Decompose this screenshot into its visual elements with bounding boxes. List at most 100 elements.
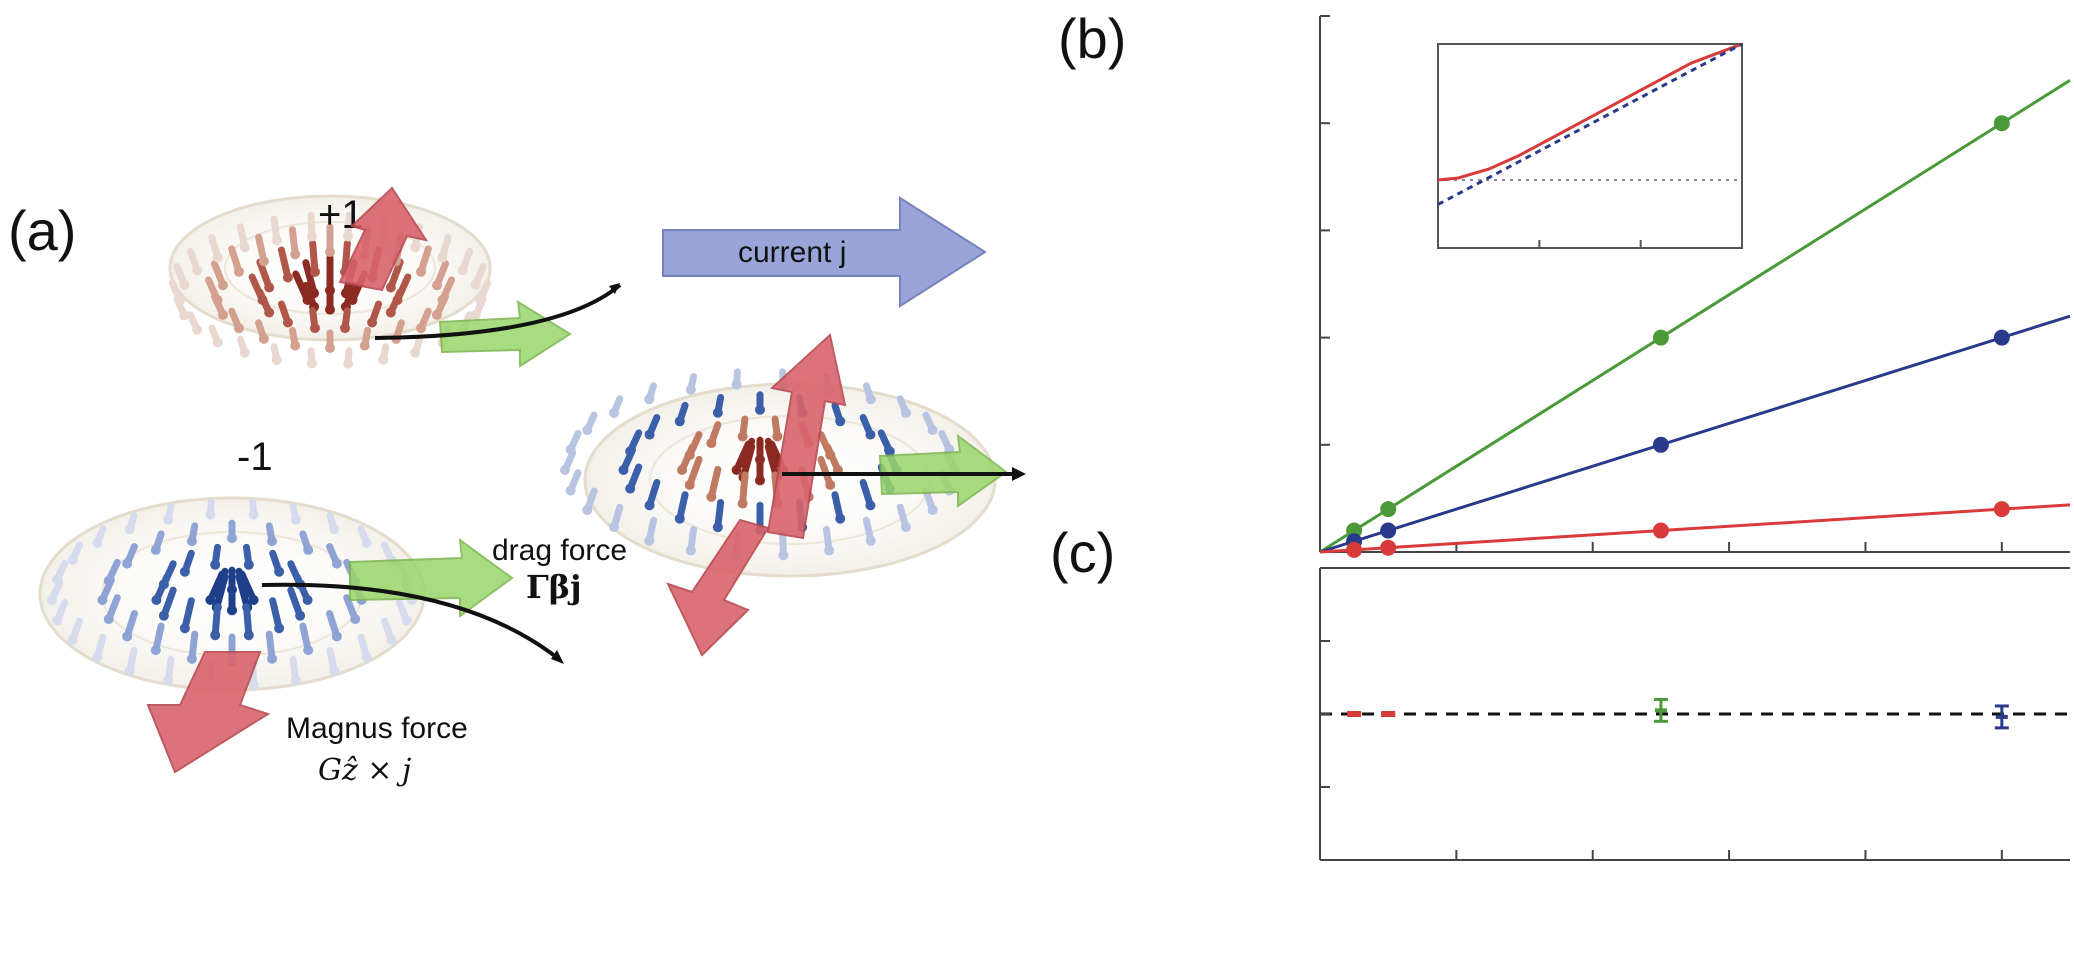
spin-base	[309, 323, 320, 334]
spin-base	[227, 533, 237, 544]
inset-series-line	[1437, 42, 1743, 182]
spin-base	[233, 266, 244, 277]
spin-base	[331, 631, 342, 642]
spin-base	[67, 634, 78, 645]
drag-force-formula: Γβj	[526, 568, 582, 606]
spin-base	[755, 404, 765, 415]
panel-a-label: (a)	[8, 199, 76, 262]
spin-base	[565, 444, 576, 455]
spin-base	[122, 558, 133, 569]
magnus-up-arrow-pair	[766, 333, 847, 540]
spin-base	[825, 450, 836, 461]
spin-base	[340, 323, 351, 334]
spin-base	[778, 550, 789, 561]
chart-b-data-point	[1993, 329, 2010, 346]
spin-base	[267, 536, 278, 547]
chart-b-fit-line	[1319, 314, 2071, 554]
spin-base	[192, 265, 203, 276]
spin-base	[218, 309, 229, 320]
chart-b-velocity-parallel	[1319, 15, 2071, 558]
spin-base	[239, 347, 250, 358]
panel-a-schematic: (a) +1 -1 current	[8, 186, 1026, 788]
spin-base	[186, 653, 197, 664]
spin-base	[644, 429, 655, 440]
spin-base	[361, 652, 372, 663]
chart-b-data-point	[1652, 329, 1669, 346]
spin-base	[431, 309, 442, 320]
panel-b-label: (b)	[1058, 7, 1126, 70]
spin-base	[210, 630, 221, 641]
spin-base	[410, 242, 421, 253]
chart-b-data-point	[1993, 115, 2010, 132]
spin-base	[582, 425, 593, 436]
spin-base	[644, 500, 655, 511]
spin-base	[343, 358, 354, 369]
spin-base	[295, 610, 306, 621]
spin-base	[258, 333, 269, 344]
spin-base	[158, 579, 169, 590]
spin-base	[302, 595, 313, 605]
spin-base	[731, 465, 742, 475]
spin-base	[644, 394, 655, 405]
spin-base	[192, 324, 203, 335]
spin-base	[248, 595, 259, 605]
spin-base	[150, 544, 161, 555]
spin-base	[290, 675, 301, 686]
current-arrow[interactable]: current j	[662, 196, 987, 308]
spin-base	[274, 623, 285, 634]
spin-base	[416, 323, 427, 334]
spin-base	[865, 394, 876, 405]
spin-base	[227, 584, 237, 595]
chart-b-data-point	[1346, 541, 1363, 558]
spin-base	[712, 522, 723, 533]
spin-base	[151, 595, 162, 605]
spin-base	[325, 285, 335, 296]
spin-base	[359, 340, 370, 351]
spin-base	[179, 566, 190, 577]
spin-base	[258, 256, 269, 267]
spin-base	[835, 513, 846, 524]
magnus-force-formula: Gẑ × j	[318, 753, 411, 788]
spin-base	[52, 615, 63, 626]
spin-base	[361, 537, 372, 548]
spin-base	[124, 665, 135, 676]
chart-b-inset-trajectory	[1437, 42, 1743, 249]
spin-base	[325, 343, 335, 353]
spin-base	[243, 559, 254, 570]
spin-base	[248, 680, 259, 691]
spin-base	[290, 514, 301, 525]
spin-base	[731, 379, 742, 390]
spin-base	[674, 416, 685, 427]
inset-series-line	[1437, 42, 1743, 206]
spin-base	[609, 522, 620, 533]
spin-base	[865, 500, 876, 511]
chart-b-data-point	[1380, 539, 1397, 556]
spin-base	[103, 614, 114, 625]
spin-base	[306, 231, 317, 242]
spin-base	[340, 288, 351, 299]
spin-base	[386, 634, 397, 645]
spin-base	[625, 446, 636, 457]
magnus-down-arrow-pair	[666, 518, 770, 657]
spin-base	[52, 574, 63, 585]
chart-b-data-point	[1652, 436, 1669, 453]
spin-base	[175, 295, 185, 305]
trajectory-top	[374, 283, 622, 340]
spin-base	[684, 479, 695, 490]
chart-b-fit-line	[1319, 503, 2071, 554]
spin-arrow	[302, 259, 318, 297]
spin-base	[737, 498, 748, 509]
spin-base	[824, 545, 835, 556]
spin-base	[343, 231, 354, 242]
spin-base	[772, 431, 783, 442]
current-label: current j	[738, 236, 846, 269]
chart-b-data-point	[1993, 501, 2010, 518]
spin-base	[248, 509, 259, 520]
spin-base	[257, 295, 268, 305]
spin-base	[674, 513, 685, 524]
spin-base	[900, 522, 911, 533]
spin-base	[103, 575, 114, 586]
spin-base	[309, 288, 320, 299]
spin-base	[644, 535, 655, 546]
spin-base	[470, 279, 481, 290]
